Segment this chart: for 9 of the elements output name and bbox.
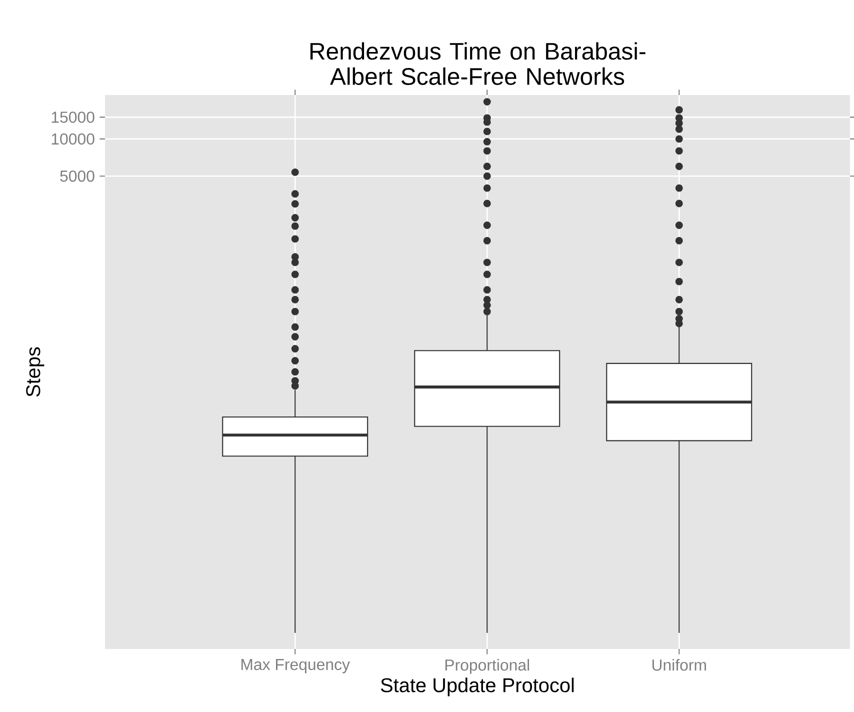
x-tick-label: Max Frequency	[241, 659, 350, 674]
x-axis-title: State Update Protocol	[380, 678, 574, 696]
y-tick-label: 10000	[52, 133, 94, 145]
y-tick-label: 5000	[60, 170, 94, 182]
chart-title: Rendezvous Time on Barabasi-Albert Scale-Free Networks	[310, 42, 646, 85]
x-tick-label: Proportional	[445, 659, 530, 674]
x-tick-label: Uniform	[652, 659, 706, 671]
y-axis-title: Steps	[26, 347, 44, 397]
y-tick-label: 15000	[52, 112, 94, 123]
